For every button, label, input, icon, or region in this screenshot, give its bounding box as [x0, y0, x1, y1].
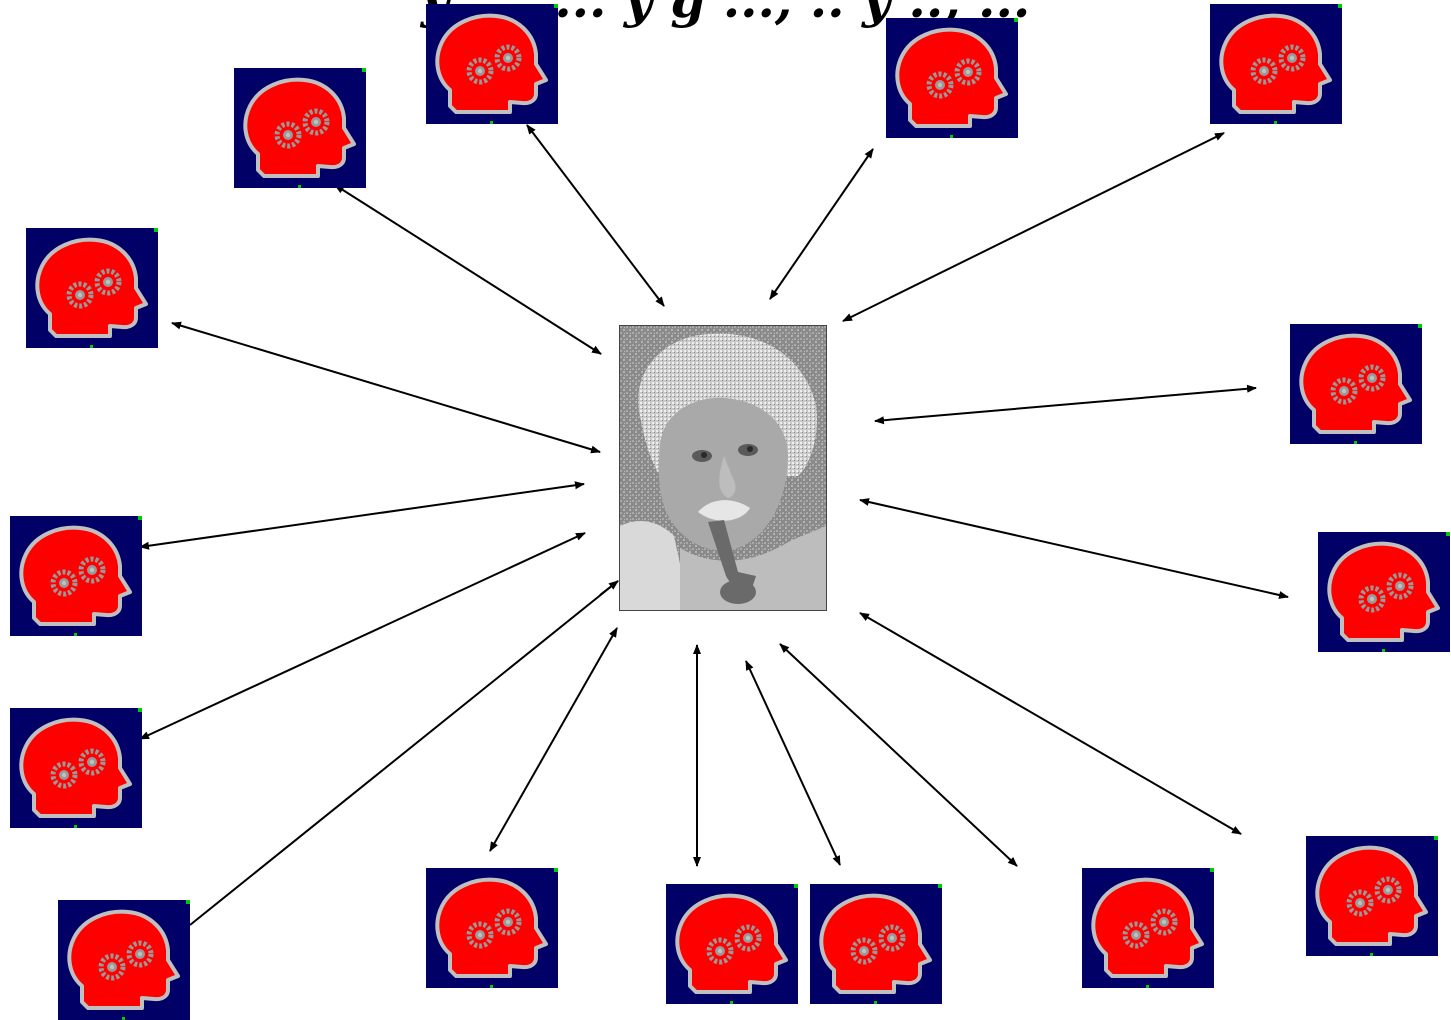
arrow-15	[859, 612, 1242, 835]
arrow-6	[874, 384, 1257, 425]
center-portrait	[619, 325, 827, 611]
portrait-photo	[620, 326, 826, 610]
head-with-gears-icon	[10, 708, 142, 828]
head-with-gears-icon	[426, 4, 558, 124]
head-with-gears-icon	[810, 884, 942, 1004]
head-with-gears-icon	[10, 516, 142, 636]
head-with-gears-icon	[1306, 836, 1438, 956]
arrow-5	[171, 321, 601, 454]
head-with-gears-icon	[426, 868, 558, 988]
head-with-gears-icon	[26, 228, 158, 348]
arrow-3	[842, 132, 1225, 322]
arrow-9	[139, 532, 586, 740]
head-with-gears-icon	[886, 18, 1018, 138]
arrow-13	[745, 660, 841, 866]
head-with-gears-icon	[1210, 4, 1342, 124]
head-with-gears-icon	[234, 68, 366, 188]
head-with-gears-icon	[1082, 868, 1214, 988]
head-with-gears-icon	[666, 884, 798, 1004]
arrow-14	[779, 643, 1018, 867]
arrow-4	[334, 184, 602, 355]
head-with-gears-icon	[1290, 324, 1422, 444]
arrow-10-head	[599, 580, 619, 596]
arrow-1	[526, 124, 665, 307]
arrow-11	[489, 627, 618, 852]
arrow-8	[859, 498, 1289, 599]
head-with-gears-icon	[58, 900, 190, 1020]
head-with-gears-icon	[1318, 532, 1450, 652]
arrow-2	[769, 148, 874, 300]
arrow-7	[139, 481, 585, 550]
